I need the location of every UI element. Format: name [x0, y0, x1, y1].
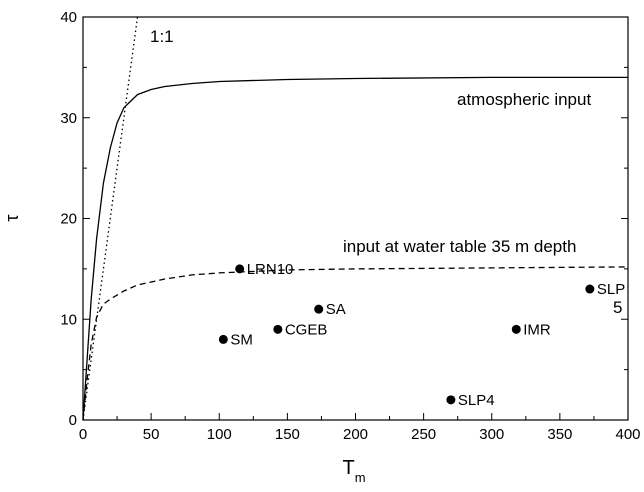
y-axis-ticks: 0 10 20 30 40	[60, 9, 628, 429]
point-label: LRN10	[247, 261, 294, 278]
point-label: SLP4	[458, 392, 495, 409]
y-tick-label: 0	[69, 412, 77, 429]
data-point	[235, 264, 245, 274]
y-axis-label: τ	[2, 214, 22, 221]
points-layer: LRN10 SA CGEB SM SLP IMR SLP4	[218, 261, 625, 409]
x-axis-label-main: T	[342, 457, 354, 479]
x-tick-label: 50	[143, 426, 160, 443]
x-tick-label: 200	[343, 426, 368, 443]
x-tick-label: 100	[207, 426, 232, 443]
curve-dotted	[82, 16, 139, 421]
point-label: CGEB	[285, 321, 328, 338]
annotation-one-to-one: 1:1	[150, 27, 174, 46]
x-tick-label: 300	[479, 426, 504, 443]
data-point	[314, 304, 324, 314]
curve-solid	[82, 76, 628, 421]
annotation-atmospheric-input: atmospheric input	[457, 90, 591, 109]
curve-dashed	[82, 266, 629, 421]
data-point	[585, 284, 595, 294]
x-tick-label: 400	[615, 426, 640, 443]
data-point	[273, 324, 283, 334]
x-tick-label: 0	[79, 426, 87, 443]
annotation-five: 5	[613, 298, 622, 317]
point-label: SLP	[597, 281, 625, 298]
y-tick-label: 20	[60, 211, 77, 228]
curves-layer	[82, 16, 629, 421]
y-tick-label: 10	[60, 311, 77, 328]
x-axis-ticks: 0 50 100 150 200 250 300 350 400	[79, 413, 641, 443]
point-label: IMR	[523, 321, 551, 338]
y-tick-label: 40	[60, 9, 77, 26]
x-axis-label-subscript: m	[355, 470, 366, 485]
data-point	[218, 334, 228, 344]
x-tick-label: 150	[275, 426, 300, 443]
data-point	[511, 324, 521, 334]
x-tick-label: 250	[411, 426, 436, 443]
x-axis-label: Tm	[342, 457, 365, 485]
x-tick-label: 350	[547, 426, 572, 443]
annotation-water-table: input at water table 35 m depth	[343, 237, 576, 256]
point-label: SM	[230, 331, 253, 348]
data-point	[446, 395, 456, 405]
point-label: SA	[326, 301, 346, 318]
y-tick-label: 30	[60, 110, 77, 127]
